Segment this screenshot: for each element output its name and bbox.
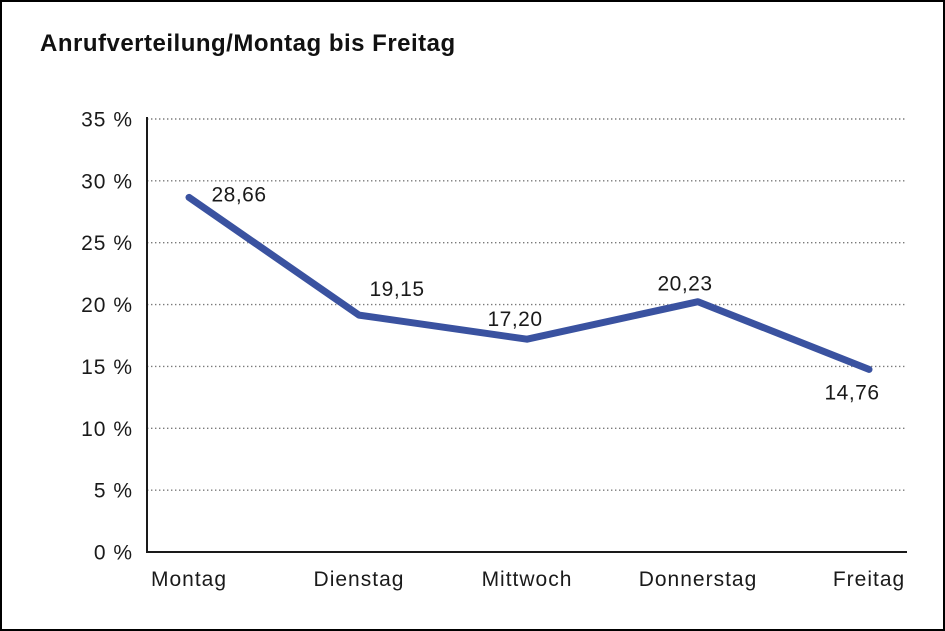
x-tick-label: Mittwoch bbox=[482, 568, 573, 591]
x-tick-label: Donnerstag bbox=[639, 568, 758, 591]
data-point-label: 17,20 bbox=[487, 308, 542, 331]
y-tick-label: 0 % bbox=[94, 542, 133, 565]
y-tick-label: 35 % bbox=[81, 109, 133, 132]
data-point-label: 14,76 bbox=[824, 381, 879, 404]
y-tick-label: 30 % bbox=[81, 170, 133, 193]
y-tick-label: 15 % bbox=[81, 356, 133, 379]
data-point-label: 28,66 bbox=[211, 183, 266, 206]
y-tick-label: 25 % bbox=[81, 232, 133, 255]
y-tick-label: 20 % bbox=[81, 294, 133, 317]
chart-title: Anrufverteilung/Montag bis Freitag bbox=[40, 30, 456, 57]
y-tick-label: 10 % bbox=[81, 418, 133, 441]
x-tick-label: Freitag bbox=[833, 568, 905, 591]
x-tick-label: Montag bbox=[151, 568, 227, 591]
data-line bbox=[185, 193, 873, 373]
data-point-label: 19,15 bbox=[369, 278, 424, 301]
x-tick-label: Dienstag bbox=[314, 568, 405, 591]
y-tick-label: 5 % bbox=[94, 480, 133, 503]
data-point-label: 20,23 bbox=[657, 273, 712, 296]
